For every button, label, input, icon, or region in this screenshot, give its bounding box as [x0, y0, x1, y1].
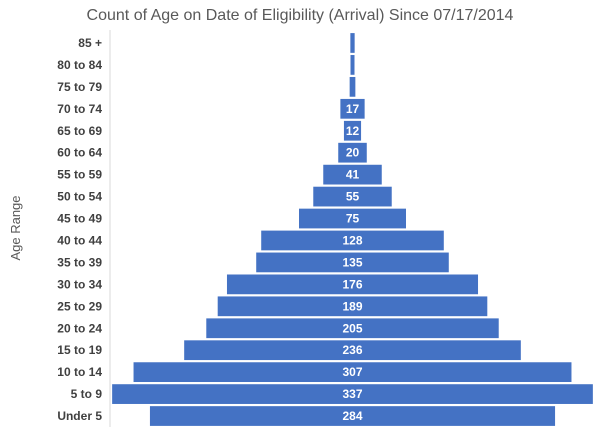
bar-1: [350, 55, 355, 75]
bar-7: [313, 186, 392, 207]
category-label-14: 15 to 19: [57, 343, 102, 357]
category-label-17: Under 5: [57, 409, 102, 423]
data-label-6: 41: [346, 168, 360, 182]
category-label-3: 70 to 74: [57, 102, 102, 116]
bars-group: [112, 33, 593, 426]
bar-15: [133, 362, 572, 383]
category-label-6: 55 to 59: [57, 168, 102, 182]
category-label-9: 40 to 44: [57, 233, 102, 247]
category-labels-group: 85 + 80 to 84 75 to 79 70 to 74 65 to 69 60 t…: [57, 36, 102, 423]
bar-3: [340, 98, 365, 119]
data-label-10: 135: [342, 255, 362, 269]
data-label-7: 55: [346, 190, 360, 204]
bar-12: [217, 296, 488, 317]
bar-17: [149, 406, 556, 426]
data-label-13: 205: [342, 321, 362, 335]
data-label-4: 12: [346, 124, 360, 138]
category-label-1: 80 to 84: [57, 58, 102, 72]
bar-10: [256, 252, 449, 273]
category-label-0: 85 +: [78, 36, 102, 50]
bar-13: [206, 318, 499, 339]
category-label-2: 75 to 79: [57, 80, 102, 94]
bar-6: [323, 164, 382, 185]
category-label-4: 65 to 69: [57, 124, 102, 138]
data-label-15: 307: [342, 365, 362, 379]
bar-14: [184, 340, 521, 361]
category-label-11: 30 to 34: [57, 277, 102, 291]
category-label-15: 10 to 14: [57, 365, 102, 379]
bar-4: [343, 120, 362, 141]
data-label-14: 236: [342, 343, 362, 357]
data-labels-group: 17 12 20 41 55 75 128 135 176 189 205 236 307 337 284: [342, 102, 362, 423]
data-label-5: 20: [346, 146, 360, 160]
data-label-3: 17: [346, 102, 360, 116]
category-label-12: 25 to 29: [57, 299, 102, 313]
data-label-11: 176: [342, 277, 362, 291]
bar-2: [349, 76, 356, 97]
category-label-5: 60 to 64: [57, 146, 102, 160]
chart-title: Count of Age on Date of Eligibility (Arr…: [87, 7, 514, 24]
category-label-8: 45 to 49: [57, 212, 102, 226]
category-label-16: 5 to 9: [71, 387, 103, 401]
bar-9: [261, 230, 444, 251]
y-axis-label: Age Range: [8, 195, 23, 260]
data-label-17: 284: [342, 409, 362, 423]
bar-11: [226, 274, 479, 295]
data-label-16: 337: [342, 387, 362, 401]
bar-5: [338, 142, 367, 163]
bar-16: [112, 384, 593, 404]
bar-0: [350, 33, 355, 53]
category-label-13: 20 to 24: [57, 321, 102, 335]
category-label-10: 35 to 39: [57, 255, 102, 269]
data-label-12: 189: [342, 299, 362, 313]
data-label-9: 128: [342, 233, 362, 247]
category-label-7: 50 to 54: [57, 190, 102, 204]
data-label-8: 75: [346, 212, 360, 226]
bar-8: [299, 208, 406, 229]
